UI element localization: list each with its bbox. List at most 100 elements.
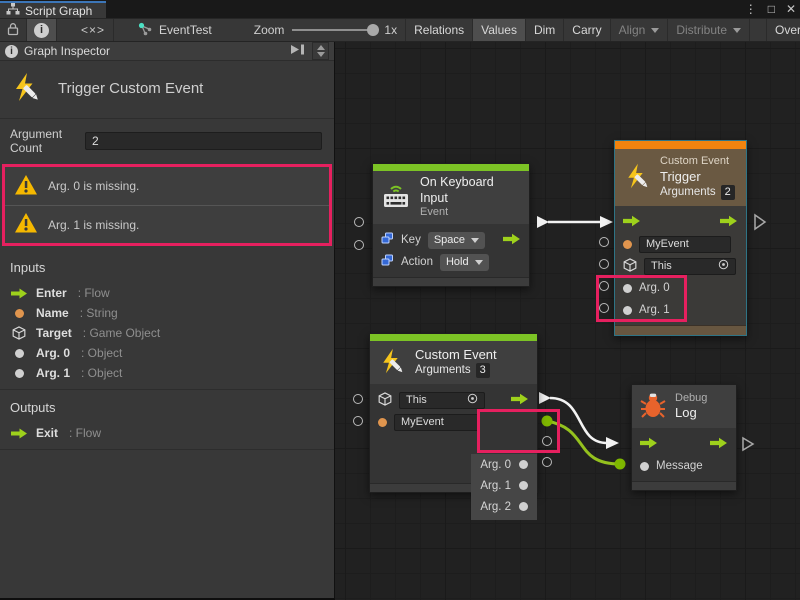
flow-in-port[interactable] [640, 437, 658, 452]
external-port[interactable] [599, 237, 609, 247]
warnings-annotation-box: Arg. 0 is missing. Arg. 1 is missing. [2, 164, 332, 246]
key-dropdown[interactable]: Space [427, 231, 486, 249]
warning-icon [14, 212, 38, 237]
distribute-button[interactable]: Distribute [668, 19, 750, 41]
zoom-slider-handle[interactable] [367, 24, 380, 36]
external-port[interactable] [599, 259, 609, 269]
external-port[interactable] [542, 436, 552, 446]
graph-toolbar: i <×> EventTest Zoom 1x Relations Values… [0, 18, 800, 42]
action-dropdown[interactable]: Hold [439, 253, 489, 271]
lock-button[interactable] [0, 19, 27, 41]
flow-out-port[interactable] [511, 393, 529, 408]
external-port[interactable] [542, 457, 552, 467]
warning-icon [14, 174, 38, 199]
toolbar-gap [57, 19, 73, 41]
string-port-icon[interactable] [623, 239, 632, 249]
zoom-slider[interactable] [292, 24, 380, 36]
object-port-icon[interactable] [623, 305, 632, 315]
external-port[interactable] [599, 303, 609, 313]
flow-out-port[interactable] [503, 233, 521, 248]
object-port-icon[interactable] [519, 481, 528, 490]
graph-hierarchy-icon [6, 3, 20, 18]
string-port-icon[interactable] [378, 417, 387, 427]
spinner-up-icon [316, 45, 325, 50]
external-port[interactable] [353, 416, 363, 426]
code-preview-button[interactable]: <×> [73, 19, 115, 41]
target-field[interactable]: This [644, 257, 736, 275]
object-port-icon[interactable] [623, 283, 632, 293]
node-on-keyboard-input[interactable]: On Keyboard Input Event Key Space Action… [372, 163, 530, 287]
overview-label: Overview [775, 23, 800, 37]
object-picker-icon[interactable] [467, 393, 478, 407]
graph-canvas[interactable]: On Keyboard Input Event Key Space Action… [335, 42, 800, 600]
cube-icon[interactable] [623, 257, 637, 275]
event-name-field[interactable]: MyEvent [639, 235, 731, 253]
target-row: This [370, 389, 537, 411]
port-row-enter: Enter: Flow [0, 283, 334, 303]
port-row-target: Target: Game Object [0, 323, 334, 343]
distribute-label: Distribute [676, 23, 727, 37]
port-row-arg0: Arg. 0: Object [0, 343, 334, 363]
external-port[interactable] [599, 281, 609, 291]
action-row: Action Hold [373, 251, 529, 273]
inspector-toggle-button[interactable]: i [27, 19, 57, 41]
node-custom-event[interactable]: Custom Event Arguments 3 This MyEvent [369, 333, 538, 520]
flow-in-port[interactable] [623, 215, 641, 230]
node-footer [615, 325, 746, 335]
object-port-icon[interactable] [519, 502, 528, 511]
spinner-down-icon [316, 52, 325, 57]
flow-continue-icon [742, 436, 755, 452]
carry-button[interactable]: Carry [564, 19, 611, 41]
graph-breadcrumb[interactable]: EventTest [130, 19, 220, 41]
object-picker-icon[interactable] [718, 259, 729, 273]
window-close-icon[interactable]: ✕ [785, 2, 796, 16]
graph-name-label: EventTest [159, 23, 212, 37]
align-button[interactable]: Align [611, 19, 669, 41]
inspector-title: Graph Inspector [24, 44, 111, 58]
node-trigger-custom-event[interactable]: Custom Event Trigger Arguments 2 MyEvent [614, 140, 747, 336]
flow-out-port[interactable] [720, 215, 738, 230]
node-color-bar [373, 164, 529, 171]
argument-count-input[interactable]: 2 [85, 132, 322, 150]
values-button[interactable]: Values [473, 19, 526, 41]
enum-icon [381, 232, 394, 248]
warning-row: Arg. 0 is missing. [5, 167, 329, 205]
port-row-name: Name: String [0, 303, 334, 323]
external-port[interactable] [353, 394, 363, 404]
chevron-down-icon [733, 27, 741, 33]
unit-title: Trigger Custom Event [58, 80, 204, 97]
zoom-label: Zoom [253, 23, 285, 37]
cube-icon[interactable] [378, 391, 392, 409]
graph-node-icon [138, 22, 153, 39]
object-port-icon[interactable] [640, 461, 649, 471]
argument-count-label: Argument Count [10, 127, 63, 155]
relations-button[interactable]: Relations [405, 19, 474, 41]
external-port[interactable] [354, 240, 364, 250]
overview-button[interactable]: Overview [766, 19, 800, 41]
dim-label: Dim [533, 23, 556, 37]
message-row: Message [632, 455, 736, 477]
target-field[interactable]: This [399, 391, 485, 409]
tab-script-graph[interactable]: Script Graph [0, 1, 107, 18]
flow-out-port[interactable] [710, 437, 728, 452]
node-debug-log[interactable]: Debug Log Message [631, 384, 737, 491]
object-dot-icon [10, 348, 28, 358]
arg2-output-row: Arg. 2 [471, 496, 537, 517]
custom-event-icon [10, 71, 42, 106]
tab-label: Script Graph [25, 3, 93, 18]
info-icon: i [34, 22, 49, 38]
graph-inspector-panel: i Graph Inspector Trigger Custom Event A… [0, 42, 335, 600]
window-maximize-icon[interactable]: □ [767, 2, 775, 16]
arguments-count-badge: 3 [475, 363, 490, 379]
arg1-output-row: Arg. 1 [471, 475, 537, 496]
panel-spinner[interactable] [312, 42, 329, 60]
event-name-row: MyEvent [370, 411, 537, 433]
external-port[interactable] [354, 217, 364, 227]
object-port-icon[interactable] [519, 460, 528, 469]
dim-button[interactable]: Dim [526, 19, 565, 41]
dock-panel-icon[interactable] [289, 43, 306, 59]
event-name-field[interactable]: MyEvent [394, 413, 480, 431]
port-row-arg1: Arg. 1: Object [0, 363, 334, 383]
window-menu-icon[interactable]: ⋮ [744, 2, 757, 16]
info-icon: i [5, 44, 18, 58]
